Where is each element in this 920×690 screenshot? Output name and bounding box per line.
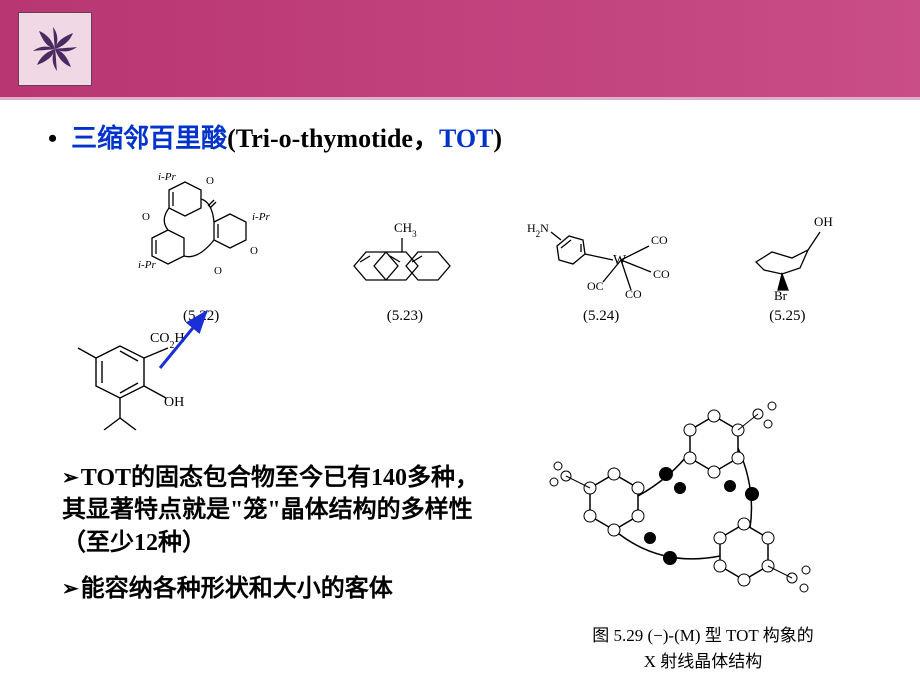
structure-5-23: CH3 (5.23) bbox=[340, 212, 470, 325]
svg-text:H2N: H2N bbox=[527, 221, 549, 239]
svg-text:O: O bbox=[214, 265, 222, 277]
svg-text:OC: OC bbox=[587, 279, 604, 293]
crystal-figure bbox=[520, 378, 870, 633]
svg-text:i-Pr: i-Pr bbox=[138, 259, 156, 271]
structure-5-25: OH Br (5.25) bbox=[732, 202, 842, 325]
title-zh: 三缩邻百里酸 bbox=[71, 123, 227, 153]
bullet-2: 能容纳各种形状和大小的客体 bbox=[81, 576, 393, 602]
title-en: Tri-o-thymotide， bbox=[236, 124, 439, 153]
svg-text:i-Pr: i-Pr bbox=[252, 211, 270, 223]
synthesis-arrow-icon bbox=[150, 298, 230, 383]
structure-5-24: H2N W CO CO OC CO (5.24) bbox=[521, 202, 681, 325]
svg-text:O: O bbox=[206, 175, 214, 187]
bullet-marker-icon: ➢ bbox=[62, 576, 79, 603]
svg-text:OH: OH bbox=[164, 395, 184, 410]
figure-caption: 图 5.29 (−)-(M) 型 TOT 构象的 X 射线晶体结构 bbox=[548, 623, 858, 674]
svg-text:Br: Br bbox=[774, 288, 788, 302]
slide-title: • 三缩邻百里酸(Tri-o-thymotide，TOT) bbox=[48, 118, 888, 155]
bullet-1: TOT的固态包合物至今已有140多种，其显著特点就是"笼"晶体结构的多样性（至少… bbox=[62, 465, 479, 556]
slide-content: • 三缩邻百里酸(Tri-o-thymotide，TOT) bbox=[0, 100, 920, 325]
label-5-24: (5.24) bbox=[583, 308, 619, 325]
logo-box bbox=[18, 12, 92, 86]
bullet-marker-icon: ➢ bbox=[62, 465, 79, 492]
struct-5-24-svg: H2N W CO CO OC CO bbox=[521, 202, 681, 302]
svg-text:CO: CO bbox=[625, 287, 642, 301]
struct-5-25-svg: OH Br bbox=[732, 202, 842, 302]
caption-line-1: 图 5.29 (−)-(M) 型 TOT 构象的 bbox=[592, 626, 813, 645]
svg-text:CO: CO bbox=[653, 267, 670, 281]
label-5-25: (5.25) bbox=[769, 308, 805, 325]
spiral-icon bbox=[23, 17, 87, 81]
label-5-23: (5.23) bbox=[387, 308, 423, 325]
svg-text:OH: OH bbox=[814, 214, 833, 229]
paren-open: ( bbox=[227, 124, 236, 153]
struct-5-23-svg: CH3 bbox=[340, 212, 470, 302]
svg-text:i-Pr: i-Pr bbox=[158, 171, 176, 183]
svg-text:O: O bbox=[250, 245, 258, 257]
caption-line-2: X 射线晶体结构 bbox=[644, 652, 763, 671]
body-text: ➢TOT的固态包合物至今已有140多种，其显著特点就是"笼"晶体结构的多样性（至… bbox=[62, 462, 492, 606]
paren-close: ) bbox=[493, 124, 502, 153]
svg-text:CO: CO bbox=[651, 233, 668, 247]
header-bar bbox=[0, 0, 920, 100]
svg-text:CH3: CH3 bbox=[394, 220, 417, 239]
title-tot: TOT bbox=[439, 124, 493, 153]
svg-text:O: O bbox=[142, 211, 150, 223]
title-bullet: • bbox=[48, 124, 57, 154]
struct-5-22-svg: i-Pr i-Pr i-Pr O O O O bbox=[114, 162, 289, 302]
svg-text:W: W bbox=[613, 253, 627, 268]
